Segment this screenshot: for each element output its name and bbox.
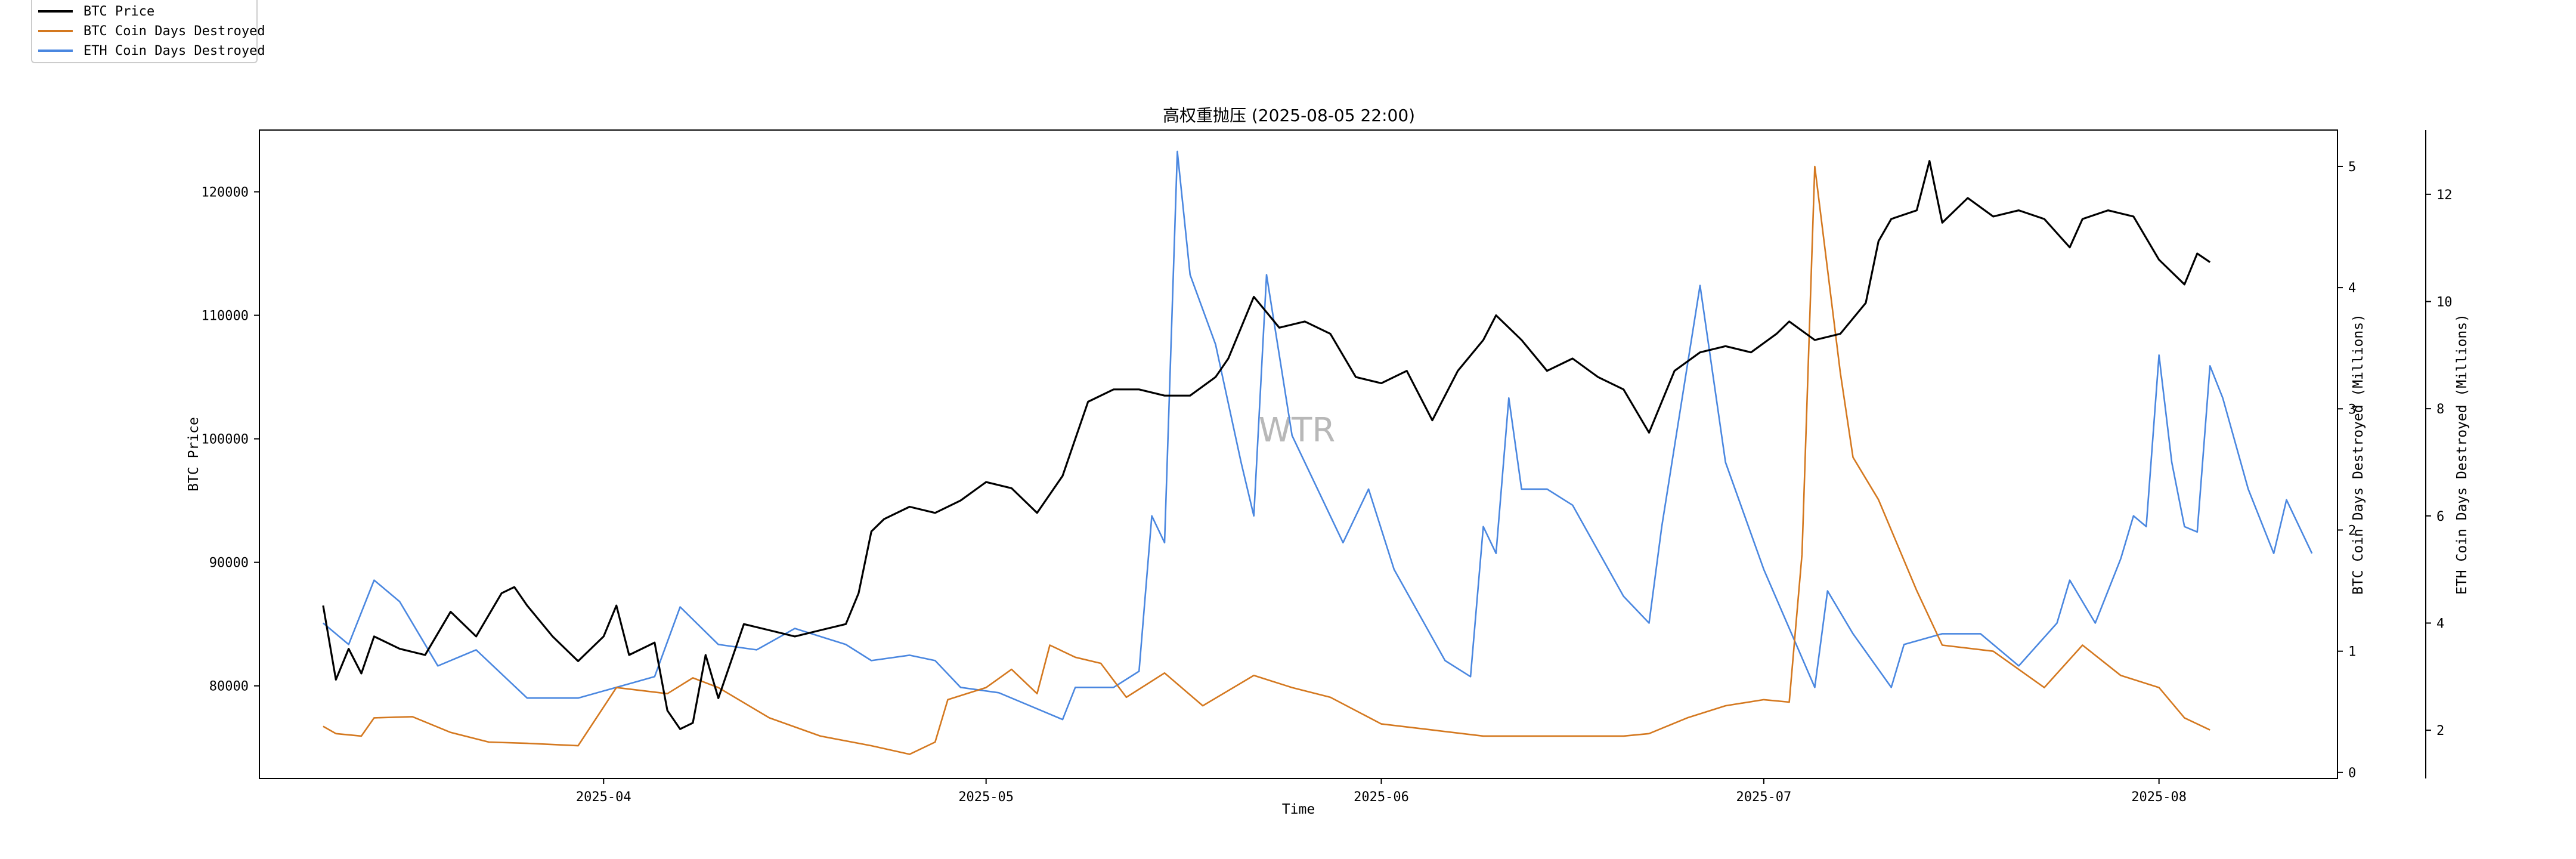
y3-tick-label: 10: [2436, 295, 2453, 310]
legend-label-eth-cdd: ETH Coin Days Destroyed: [83, 43, 265, 58]
series-line-btc-coin-days-destroyed: [323, 165, 2210, 755]
chart-legend: BTC Price BTC Coin Days Destroyed ETH Co…: [31, 0, 265, 63]
y-tick-label: 80000: [209, 679, 249, 694]
y3-tick-label: 8: [2436, 402, 2444, 417]
y2-tick-label: 4: [2348, 281, 2356, 296]
plot-frame: [259, 129, 2338, 779]
y-tick-label: 120000: [202, 186, 249, 200]
legend-item-btc-price: BTC Price: [38, 2, 154, 20]
y2-tick-label: 0: [2348, 766, 2356, 781]
y2-tick-label: 3: [2348, 402, 2356, 417]
series-line-btc-price: [322, 160, 2211, 730]
y3-tick-label: 12: [2436, 188, 2453, 203]
y-tick-label: 100000: [202, 432, 249, 447]
x-tick-label: 2025-08: [2131, 790, 2187, 805]
legend-item-btc-cdd: BTC Coin Days Destroyed: [38, 22, 265, 40]
chart-title: 高权重抛压 (2025-08-05 22:00): [1163, 106, 1416, 125]
legend-item-eth-cdd: ETH Coin Days Destroyed: [38, 42, 265, 60]
y2-axis-label: BTC Coin Days Destroyed (Millions): [2351, 314, 2366, 595]
legend-label-btc-price: BTC Price: [83, 4, 155, 19]
y2-tick-label: 5: [2348, 160, 2356, 175]
x-tick-label: 2025-06: [1354, 790, 1409, 805]
y3-axis-label: ETH Coin Days Destroyed (Millions): [2454, 314, 2470, 595]
x-tick-label: 2025-07: [1736, 790, 1792, 805]
y-tick-label: 90000: [209, 556, 249, 571]
legend-swatch-btc-cdd: [38, 30, 73, 32]
y3-tick-label: 2: [2436, 724, 2444, 739]
y2-tick-label: 1: [2348, 645, 2356, 660]
legend-swatch-eth-cdd: [38, 50, 73, 52]
x-tick-label: 2025-04: [576, 790, 631, 805]
x-tick-label: 2025-05: [958, 790, 1014, 805]
watermark-text: WTR: [1259, 411, 1336, 450]
legend-label-btc-cdd: BTC Coin Days Destroyed: [83, 23, 265, 39]
y3-tick-label: 6: [2436, 509, 2444, 524]
legend-swatch-btc-price: [38, 10, 73, 13]
y-tick-label: 110000: [202, 309, 249, 324]
y3-tick-label: 4: [2436, 616, 2444, 631]
y-axis-label: BTC Price: [186, 417, 202, 492]
y2-tick-label: 2: [2348, 523, 2356, 538]
x-axis-label: Time: [1282, 802, 1315, 817]
series-line-eth-coin-days-destroyed: [323, 150, 2313, 721]
